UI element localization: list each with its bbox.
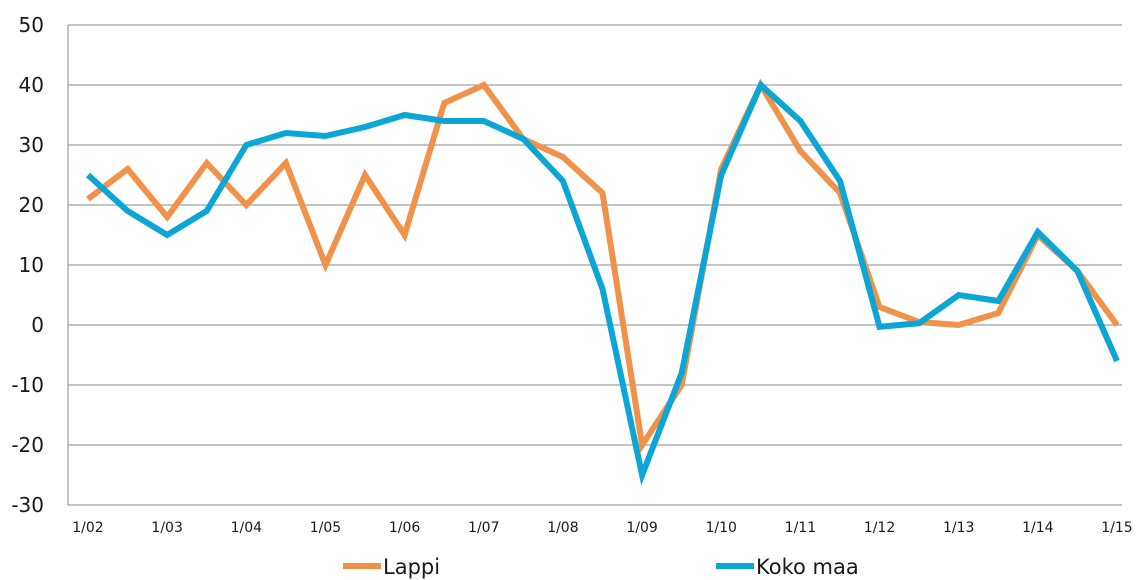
gridlines: [68, 24, 1122, 446]
x-tick-label: 1/09: [626, 520, 657, 536]
x-tick-label: 1/06: [389, 520, 421, 536]
legend-label: Lappi: [383, 555, 440, 579]
y-tick-label: 10: [19, 253, 44, 277]
x-tick-label: 1/02: [72, 520, 103, 536]
x-tick-label: 1/14: [1022, 520, 1054, 536]
y-axis-tick-labels: 50 40 30 20 10 0 -10 -20 -30: [11, 13, 44, 517]
y-tick-label: -20: [11, 433, 44, 457]
x-tick-label: 1/05: [310, 520, 341, 536]
series-lines: [85, 78, 1120, 486]
x-tick-label: 1/04: [231, 520, 263, 536]
y-tick-label: 0: [31, 313, 44, 337]
series-line-0: [86, 78, 1120, 454]
x-tick-label: 1/10: [706, 520, 737, 536]
x-tick-label: 1/15: [1101, 520, 1132, 536]
y-tick-label: -10: [11, 373, 44, 397]
legend-label: Koko maa: [756, 555, 859, 579]
x-tick-label: 1/03: [151, 520, 182, 536]
x-tick-label: 1/11: [785, 520, 816, 536]
x-tick-label: 1/13: [943, 520, 974, 536]
x-tick-label: 1/08: [547, 520, 578, 536]
y-tick-label: 50: [19, 13, 44, 37]
x-tick-label: 1/07: [468, 520, 499, 536]
y-tick-label: 30: [19, 133, 44, 157]
x-tick-label: 1/12: [864, 520, 895, 536]
y-tick-label: -30: [11, 493, 44, 517]
y-tick-label: 40: [19, 73, 44, 97]
axes: [67, 25, 1122, 506]
y-tick-label: 20: [19, 193, 44, 217]
legend: Lappi Koko maa: [343, 555, 859, 579]
x-axis-tick-labels: 1/02 1/03 1/04 1/05 1/06 1/07 1/08 1/09 1/10 1/11…: [72, 520, 1132, 536]
series-line-1: [85, 79, 1120, 486]
